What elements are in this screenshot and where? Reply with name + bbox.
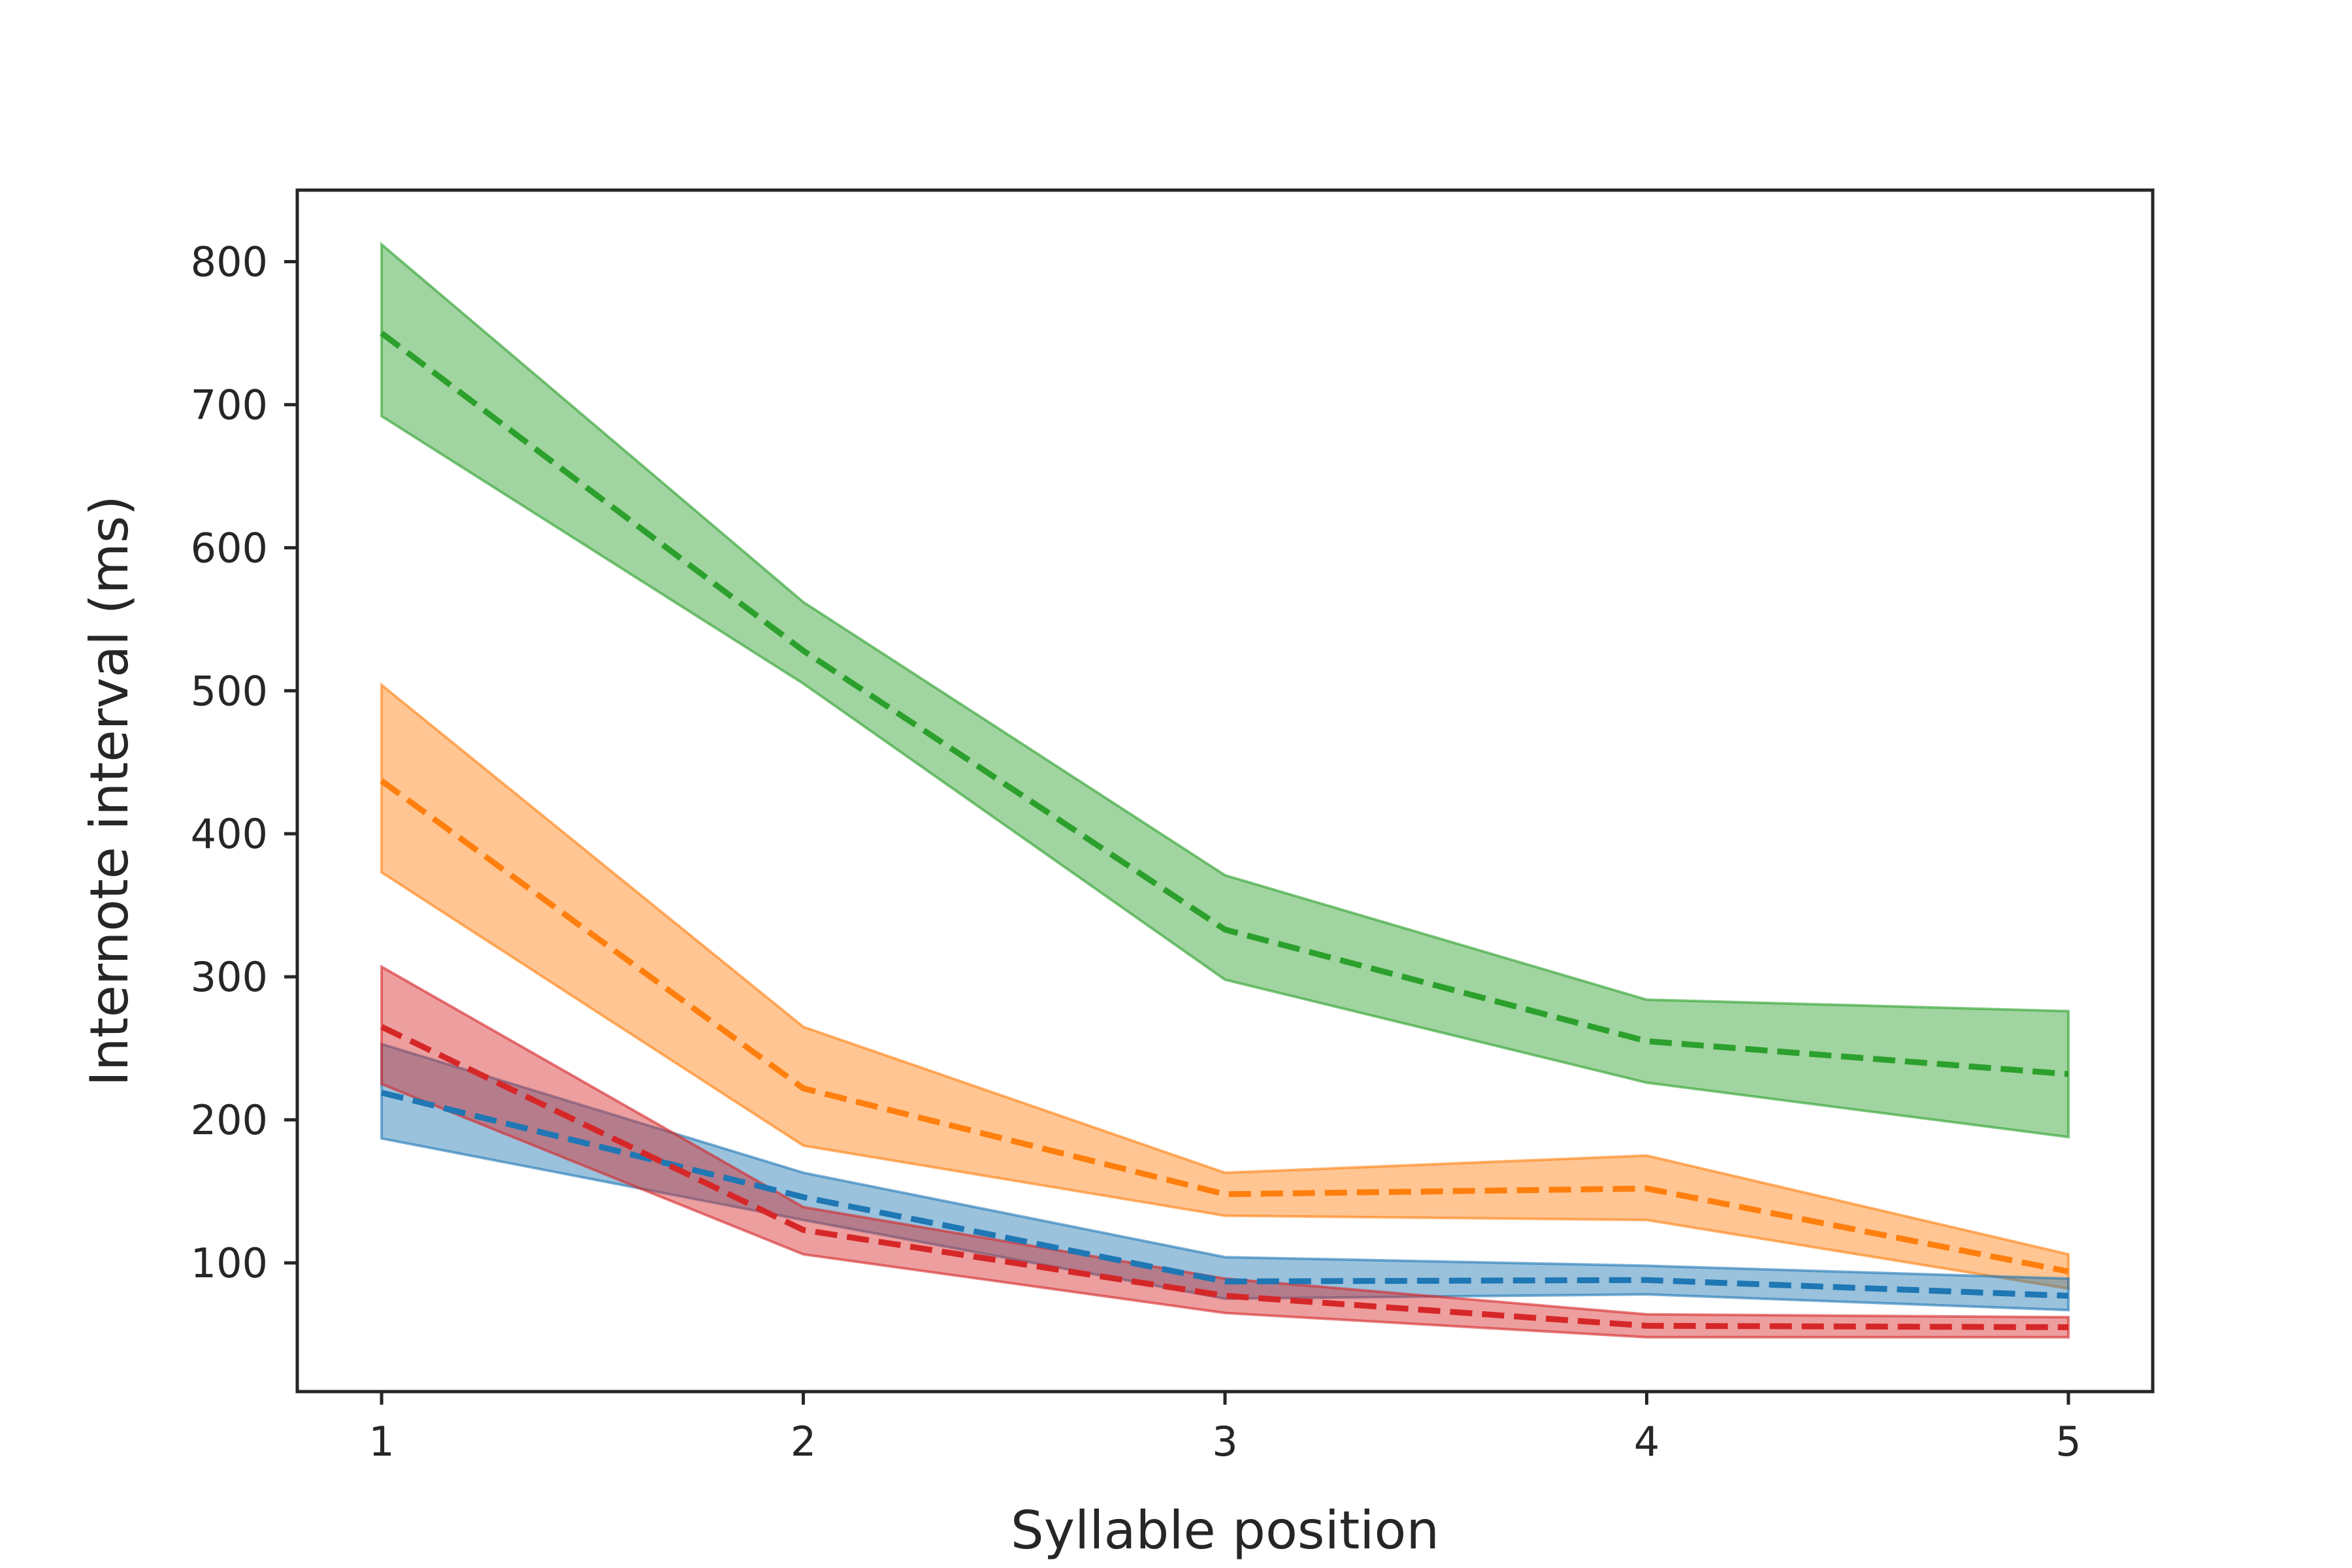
y-axis-ticks: 100 200 300 400 500 600 700 800 <box>191 238 297 1287</box>
band-series-3 <box>380 1042 2070 1312</box>
y-tick-label: 300 <box>191 953 268 1001</box>
y-tick-label: 500 <box>191 667 268 715</box>
y-tick-label: 800 <box>191 238 268 286</box>
line-series-4 <box>380 1024 2068 1330</box>
line-series-3 <box>381 1090 2069 1299</box>
y-tick-label: 100 <box>191 1239 268 1287</box>
x-axis-label: Syllable position <box>1011 1500 1439 1561</box>
x-tick-label: 5 <box>2055 1418 2081 1465</box>
x-tick-label: 3 <box>1212 1418 1237 1465</box>
y-tick-label: 600 <box>191 524 268 572</box>
series-lines <box>380 331 2069 1330</box>
y-tick-label: 700 <box>191 381 268 429</box>
band-series-1 <box>380 241 2070 1139</box>
y-axis-label: Internote interval (ms) <box>79 495 140 1086</box>
confidence-bands <box>380 241 2070 1339</box>
x-tick-label: 4 <box>1634 1418 1659 1465</box>
y-tick-label: 200 <box>191 1096 268 1144</box>
x-axis-ticks: 1 2 3 4 5 <box>368 1392 2082 1465</box>
line-series-2 <box>380 778 2069 1275</box>
line-series-1 <box>380 331 2069 1077</box>
x-tick-label: 2 <box>791 1418 816 1465</box>
y-tick-label: 400 <box>191 810 268 858</box>
x-tick-label: 1 <box>368 1418 394 1465</box>
band-series-2 <box>380 682 2070 1290</box>
